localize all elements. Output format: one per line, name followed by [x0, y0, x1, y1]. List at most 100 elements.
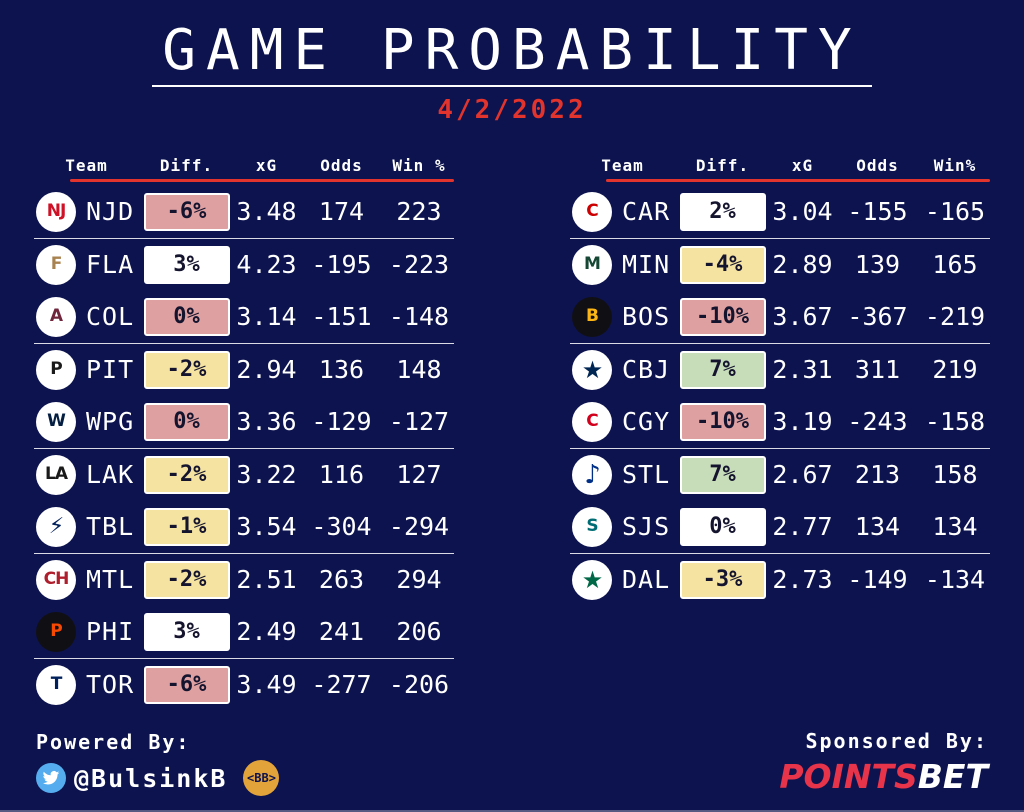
team-logo-cgy-icon: C [572, 401, 612, 442]
team-abbr: LAK [86, 460, 135, 490]
diff-badge: 7% [679, 350, 766, 389]
xg-value: 3.67 [772, 302, 833, 332]
pointsbet-logo-points: POINTS [779, 757, 918, 796]
team-abbr: COL [86, 302, 135, 332]
win-value: 165 [932, 250, 978, 280]
table-row: CH MTL -2% 2.51 263 294 [34, 554, 454, 606]
bulsinkb-logo-icon: <BB> [243, 760, 280, 796]
team-abbr: TBL [86, 512, 135, 542]
powered-by-label: Powered By: [36, 730, 191, 754]
diff-badge: -10% [679, 402, 766, 441]
team-abbr: PIT [86, 355, 135, 385]
matchup-pair: A COL 0% 3.14 -151 -148 P PIT -2% [34, 291, 454, 396]
team-abbr: DAL [622, 565, 671, 595]
xg-value: 3.49 [236, 670, 297, 700]
diff-cell: -1% [139, 507, 234, 546]
team-abbr: WPG [86, 407, 135, 437]
win-value: 134 [932, 512, 978, 542]
xg-value: 3.19 [772, 407, 833, 437]
team-logo-phi-icon: P [36, 611, 76, 652]
win-value: 158 [932, 460, 978, 490]
table-row: W WPG 0% 3.36 -129 -127 [34, 396, 454, 449]
xg-value: 4.23 [236, 250, 297, 280]
column-header-odds: Odds [856, 156, 899, 176]
odds-value: -195 [311, 250, 372, 280]
diff-cell: 0% [139, 402, 234, 441]
table-row: A COL 0% 3.14 -151 -148 [34, 291, 454, 344]
team-cell: P PIT [34, 349, 139, 390]
left-table-body: NJ NJD -6% 3.48 174 223 F FLA 3% [34, 186, 454, 711]
diff-badge: 0% [143, 402, 230, 441]
matchup-pair: C CAR 2% 3.04 -155 -165 M MIN -4% [570, 186, 990, 291]
diff-cell: 3% [139, 612, 234, 651]
xg-value: 2.77 [772, 512, 833, 542]
win-value: -206 [388, 670, 450, 700]
team-abbr: CBJ [622, 355, 671, 385]
diff-badge: -3% [679, 560, 766, 599]
matchup-pair: C CGY -10% 3.19 -243 -158 ♪ STL 7% [570, 396, 990, 501]
xg-value: 2.67 [772, 460, 833, 490]
win-value: -134 [924, 565, 986, 595]
odds-value: 139 [854, 250, 901, 280]
diff-badge: 0% [143, 297, 230, 336]
xg-value: 3.22 [236, 460, 297, 490]
diff-badge: 7% [679, 455, 766, 494]
team-cell: ★ CBJ [570, 349, 675, 390]
odds-value: 174 [318, 197, 365, 227]
table-row: C CGY -10% 3.19 -243 -158 [570, 396, 990, 449]
powered-by-block: Powered By: @BulsinkB <BB> [36, 730, 280, 796]
xg-value: 2.49 [236, 617, 297, 647]
win-value: -219 [924, 302, 986, 332]
team-logo-wpg-icon: W [36, 401, 76, 442]
xg-value: 3.14 [236, 302, 297, 332]
xg-value: 3.04 [772, 197, 833, 227]
team-cell: ⚡ TBL [34, 506, 139, 547]
odds-value: -129 [311, 407, 372, 437]
diff-badge: 3% [143, 245, 230, 284]
column-header-team: Team [601, 156, 644, 176]
team-abbr: FLA [86, 250, 135, 280]
diff-badge: -6% [143, 192, 230, 231]
team-logo-bos-icon: B [572, 296, 612, 337]
footer: Powered By: @BulsinkB <BB> Sponsored By:… [0, 729, 1024, 796]
diff-cell: -3% [675, 560, 770, 599]
team-logo-pit-icon: P [36, 349, 76, 390]
odds-value: 213 [854, 460, 901, 490]
table-row: T TOR -6% 3.49 -277 -206 [34, 659, 454, 711]
odds-value: -304 [311, 512, 372, 542]
table-row: B BOS -10% 3.67 -367 -219 [570, 291, 990, 344]
odds-value: -367 [847, 302, 908, 332]
team-abbr: TOR [86, 670, 135, 700]
right-game-table: Team Diff. xG Odds Win% C CAR 2% 3.04 [570, 153, 990, 711]
table-row: ★ CBJ 7% 2.31 311 219 [570, 344, 990, 396]
xg-value: 3.48 [236, 197, 297, 227]
team-abbr: CAR [622, 197, 671, 227]
diff-badge: -2% [143, 455, 230, 494]
sponsored-by-block: Sponsored By: POINTSBET [779, 729, 988, 796]
diff-cell: -6% [139, 192, 234, 231]
column-header-win: Win% [933, 156, 977, 176]
win-value: -158 [924, 407, 986, 437]
diff-cell: 7% [675, 350, 770, 389]
table-row: ⚡ TBL -1% 3.54 -304 -294 [34, 501, 454, 554]
column-header-odds: Odds [320, 156, 363, 176]
diff-badge: -2% [143, 350, 230, 389]
column-header-win: Win % [392, 156, 446, 176]
diff-badge: 3% [143, 612, 230, 651]
sponsored-by-label: Sponsored By: [805, 729, 988, 753]
team-logo-fla-icon: F [36, 244, 76, 285]
diff-cell: -6% [139, 665, 234, 704]
xg-value: 3.54 [236, 512, 297, 542]
column-header-xg: xG [791, 156, 814, 176]
diff-cell: -2% [139, 350, 234, 389]
win-value: -127 [388, 407, 450, 437]
xg-value: 2.94 [236, 355, 297, 385]
win-value: -223 [388, 250, 450, 280]
team-cell: C CAR [570, 191, 675, 232]
team-cell: F FLA [34, 244, 139, 285]
odds-value: 311 [854, 355, 901, 385]
tables-container: Team Diff. xG Odds Win % NJ NJD -6% 3.48 [0, 153, 1024, 711]
diff-badge: -1% [143, 507, 230, 546]
left-table-header: Team Diff. xG Odds Win % [34, 153, 454, 179]
odds-value: 241 [318, 617, 365, 647]
